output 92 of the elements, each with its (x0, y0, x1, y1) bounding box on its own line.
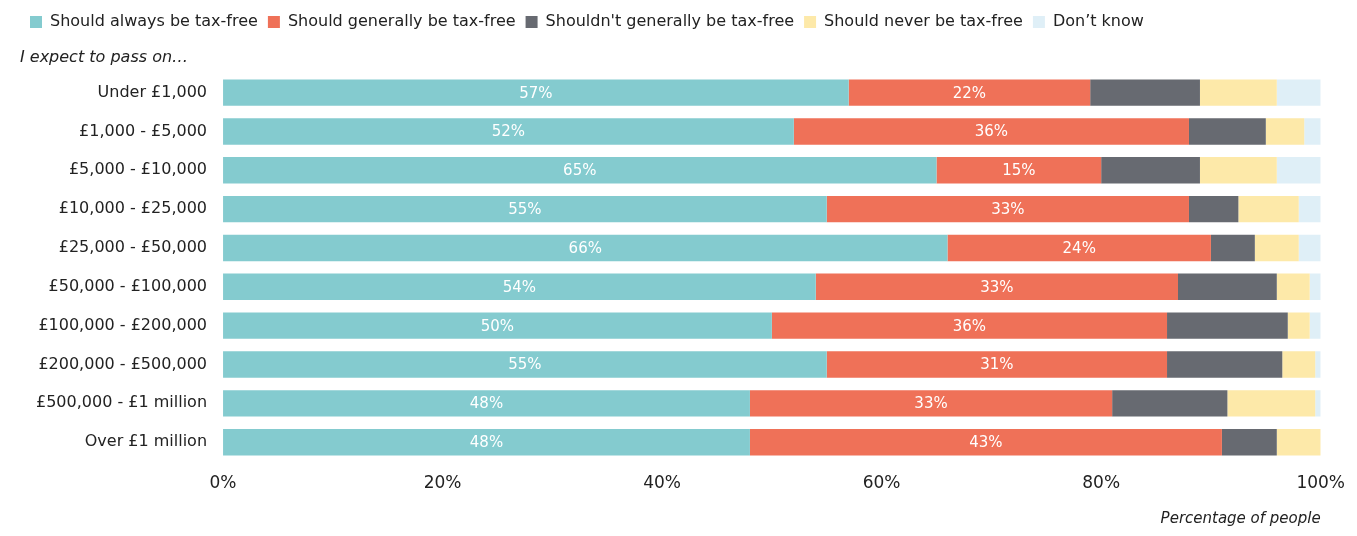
bar (1101, 157, 1200, 184)
x-tick-label: 100% (1296, 472, 1345, 493)
bar (223, 273, 816, 301)
bar (793, 118, 1189, 145)
bar (1238, 195, 1299, 223)
bar (1276, 157, 1321, 184)
bar (1298, 234, 1321, 262)
x-axis-title: Percentage of people (1160, 508, 1321, 527)
bar (1315, 390, 1321, 417)
bar (1254, 234, 1299, 262)
data-label: 54% (502, 277, 537, 296)
data-label: 36% (974, 122, 1009, 141)
y-tick-label: Over £1 million (84, 431, 208, 451)
data-label: 55% (508, 355, 542, 374)
bar (1188, 195, 1239, 223)
bar (223, 312, 772, 339)
bar (1188, 118, 1266, 145)
bar (1298, 195, 1321, 223)
data-label: 33% (914, 394, 948, 413)
bar (771, 312, 1168, 339)
data-label: 33% (980, 277, 1014, 296)
bar (1304, 118, 1321, 145)
y-tick-label: £200,000 - £500,000 (38, 353, 208, 373)
bar (223, 157, 937, 184)
bar (1227, 390, 1316, 417)
bar (1221, 428, 1277, 456)
data-label: 22% (952, 83, 987, 102)
bar (223, 428, 750, 456)
x-tick-label: 40% (643, 472, 681, 493)
bar (1112, 390, 1228, 417)
data-label: 48% (469, 433, 504, 452)
x-tick-label: 20% (423, 472, 462, 493)
y-tick-label: £10,000 - £25,000 (58, 198, 208, 218)
bar (1276, 79, 1321, 106)
data-label: 33% (991, 200, 1025, 219)
legend-label: Should generally be tax-free (287, 11, 516, 31)
bar (936, 157, 1102, 184)
data-label: 52% (491, 122, 526, 141)
data-label: 65% (563, 161, 597, 180)
bar (848, 79, 1091, 106)
bar (1178, 273, 1277, 301)
bar (826, 351, 1168, 378)
y-tick-label: £100,000 - £200,000 (38, 314, 208, 334)
bar (749, 428, 1222, 456)
bar (223, 390, 750, 417)
bar (1265, 118, 1305, 145)
bar (815, 273, 1178, 301)
legend-label: Shouldn't generally be tax-free (545, 11, 795, 31)
data-label: 57% (519, 83, 553, 102)
y-tick-label: £5,000 - £10,000 (68, 159, 208, 179)
chart-subtitle: I expect to pass on… (20, 46, 189, 66)
data-label: 43% (969, 433, 1003, 452)
data-label: 31% (980, 355, 1014, 374)
legend-label: Don’t know (1052, 11, 1144, 31)
bar (947, 234, 1211, 262)
y-tick-label: £1,000 - £5,000 (79, 120, 208, 140)
data-label: 55% (508, 200, 542, 219)
bar (1315, 351, 1321, 378)
y-tick-label: £50,000 - £100,000 (48, 275, 208, 295)
bar (1090, 79, 1200, 106)
legend-label: Should always be tax-free (50, 11, 258, 31)
bar (1210, 234, 1255, 262)
bar (749, 390, 1113, 417)
bar (223, 351, 827, 378)
bar (223, 79, 849, 106)
data-label: 15% (1002, 161, 1036, 180)
bar (223, 195, 827, 223)
bar (1282, 351, 1316, 378)
y-tick-label: £25,000 - £50,000 (58, 237, 208, 257)
bar (826, 195, 1189, 223)
bar (1276, 273, 1310, 301)
bar (1199, 157, 1277, 184)
data-label: 66% (568, 238, 602, 257)
x-tick-label: 60% (862, 472, 901, 493)
bar (1287, 312, 1310, 339)
x-tick-label: 80% (1082, 472, 1121, 493)
bar (223, 118, 794, 145)
data-label: 24% (1062, 238, 1096, 257)
legend-label: Should never be tax-free (824, 11, 1023, 31)
bar (1309, 273, 1321, 301)
data-label: 48% (469, 394, 504, 413)
bar (1167, 312, 1288, 339)
bar (1276, 428, 1321, 456)
y-tick-label: Under £1,000 (97, 81, 208, 101)
bar (1167, 351, 1283, 378)
bar (1199, 79, 1277, 106)
bar (1309, 312, 1321, 339)
bar (223, 234, 948, 262)
y-tick-label: £500,000 - £1 million (36, 392, 208, 412)
x-tick-label: 0% (209, 472, 237, 493)
data-label: 50% (480, 316, 515, 335)
data-label: 36% (952, 316, 987, 335)
